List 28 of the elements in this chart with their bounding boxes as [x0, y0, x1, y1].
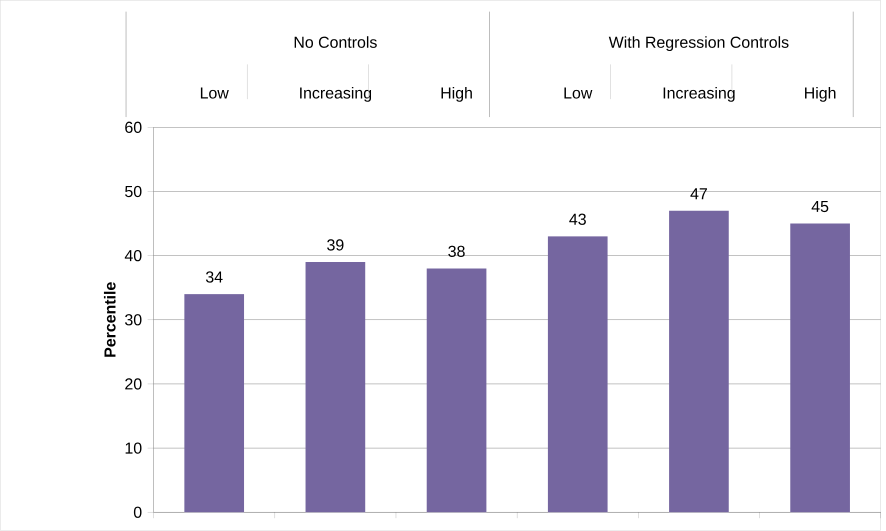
- data-label: 34: [206, 272, 223, 283]
- bar: [426, 268, 486, 512]
- text: With Regression Controls: [608, 36, 789, 52]
- x-tick-label: High: [442, 87, 472, 102]
- data-label: 38: [448, 246, 465, 258]
- x-tick-label: High: [805, 87, 836, 102]
- x-tick-label: Increasing: [664, 87, 735, 102]
- bar: [669, 210, 729, 512]
- bar: [790, 224, 850, 512]
- y-tick-label: 10: [126, 442, 142, 454]
- y-tick-label: 0: [134, 506, 142, 518]
- x-tick-label: Increasing: [300, 87, 372, 102]
- x-tick-label: Low: [200, 88, 229, 99]
- text: No Controls: [294, 36, 377, 48]
- y-tick-label: 30: [125, 314, 142, 326]
- data-label: 43: [569, 214, 586, 226]
- bar: [306, 262, 366, 512]
- y-tick-label: 20: [125, 378, 142, 390]
- data-label: 39: [327, 240, 344, 251]
- bar: [548, 236, 608, 512]
- data-label: 45: [812, 201, 828, 212]
- x-tick-label: Low: [564, 88, 592, 99]
- y-tick-label: 60: [125, 122, 142, 134]
- y-tick-label: 50: [125, 186, 142, 198]
- y-tick-label: 40: [124, 250, 142, 262]
- y-axis-title: Percentile: [104, 282, 116, 357]
- bar: [184, 294, 244, 512]
- data-label: 47: [690, 188, 707, 200]
